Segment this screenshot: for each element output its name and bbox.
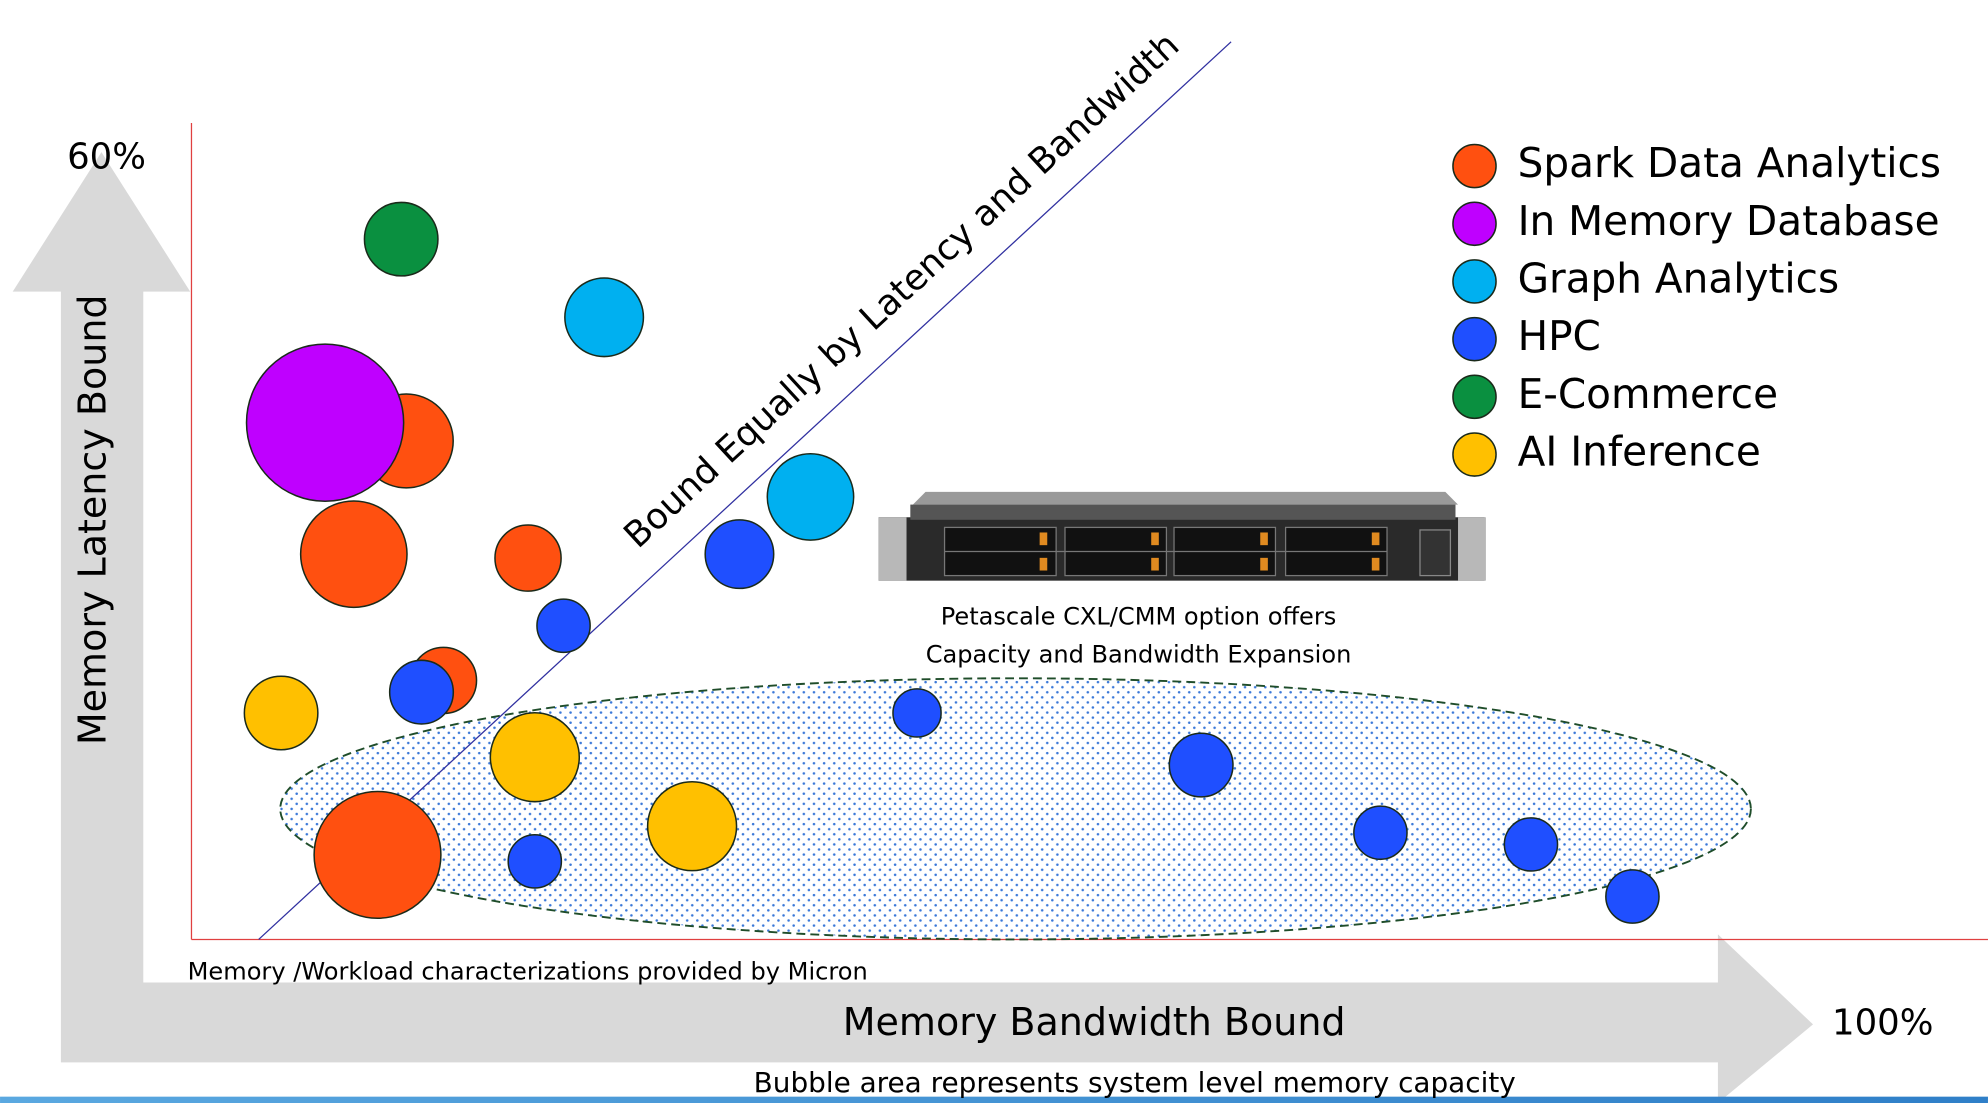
bubble — [490, 713, 579, 802]
legend-marker — [1453, 260, 1496, 303]
legend-marker — [1453, 433, 1496, 476]
bubble — [705, 520, 774, 589]
legend-marker — [1453, 145, 1496, 188]
bubble — [364, 202, 437, 275]
bubble — [301, 501, 407, 607]
legend-label: E-Commerce — [1518, 370, 1778, 418]
bubble — [1169, 733, 1233, 797]
legend-marker — [1453, 318, 1496, 361]
legend-marker — [1453, 375, 1496, 418]
bubble — [767, 454, 853, 540]
bubble — [314, 791, 441, 918]
y-tick-label: 60% — [67, 136, 146, 177]
server-image — [879, 492, 1486, 581]
source-note: Memory /Workload characterizations provi… — [188, 957, 868, 985]
legend-marker — [1453, 202, 1496, 245]
bubble — [244, 676, 317, 749]
legend-label: Graph Analytics — [1518, 254, 1840, 302]
legend-label: AI Inference — [1518, 428, 1761, 476]
bubble — [247, 344, 404, 501]
bubble — [1354, 806, 1407, 859]
bubble — [648, 782, 737, 871]
bubble — [508, 835, 561, 888]
bubble — [390, 660, 454, 724]
bubble — [495, 525, 561, 591]
legend-label: HPC — [1518, 312, 1601, 360]
y-axis-label: Memory Latency Bound — [71, 294, 115, 745]
bubble — [893, 689, 941, 737]
server-caption: Petascale CXL/CMM option offers — [941, 602, 1337, 630]
legend-label: Spark Data Analytics — [1518, 139, 1941, 187]
reference-label: Bound Equally by Latency and Bandwidth — [616, 25, 1187, 557]
size-note: Bubble area represents system level memo… — [754, 1066, 1516, 1099]
bubble — [537, 599, 590, 652]
bubble — [1504, 818, 1557, 871]
expansion-region — [280, 678, 1751, 939]
chart: Bound Equally by Latency and Bandwidth P… — [0, 0, 1988, 1103]
bubble — [565, 278, 644, 357]
x-axis-label: Memory Bandwidth Bound — [843, 1000, 1346, 1044]
legend-label: In Memory Database — [1518, 197, 1940, 245]
x-tick-label: 100% — [1832, 1002, 1933, 1043]
server-caption: Capacity and Bandwidth Expansion — [926, 640, 1352, 668]
bubble — [1606, 870, 1659, 923]
